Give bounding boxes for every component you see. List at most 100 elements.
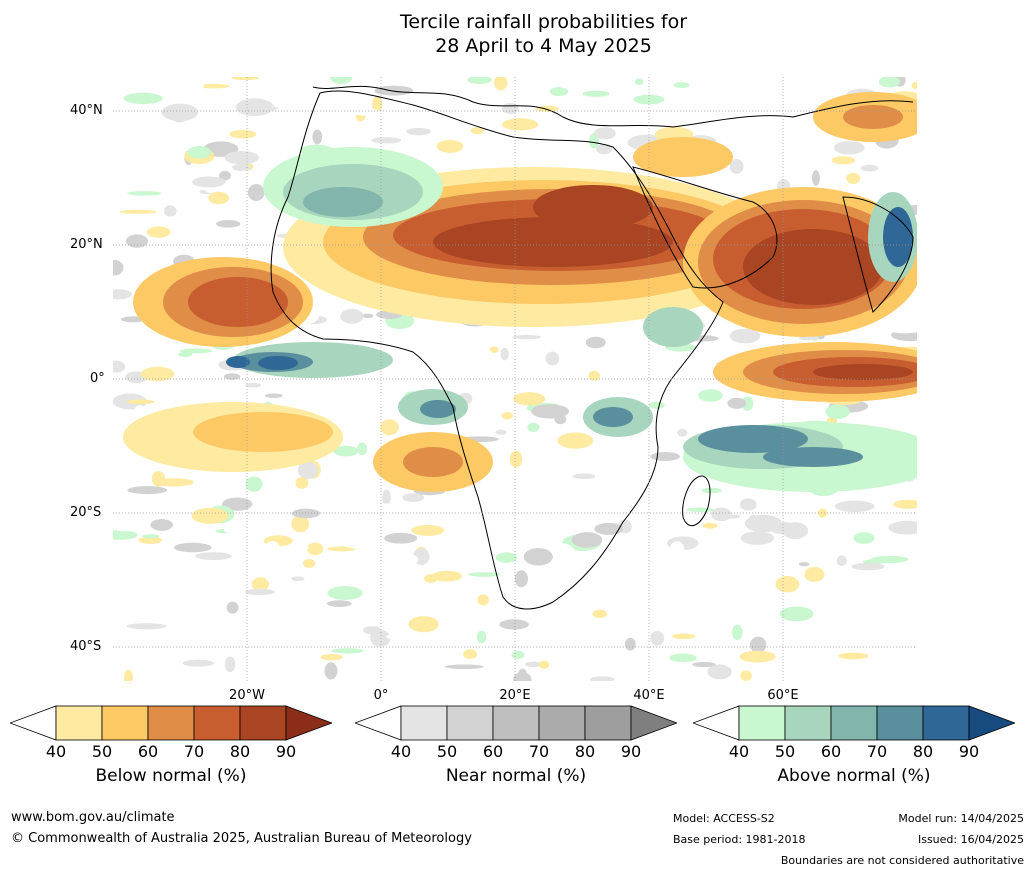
colorbar-tick-label: 60	[820, 742, 842, 761]
texture-blob	[372, 96, 383, 114]
texture-blob	[804, 566, 825, 582]
texture-blob	[190, 363, 212, 368]
texture-blob	[369, 626, 382, 637]
footer-copyright: © Commonwealth of Australia 2025, Austra…	[11, 831, 472, 846]
colorbar-tick-label: 80	[229, 742, 251, 761]
texture-blob	[113, 530, 138, 540]
texture-blob	[698, 389, 723, 402]
texture-blob	[633, 94, 665, 105]
texture-blob	[468, 668, 482, 681]
colorbar-swatch	[584, 705, 632, 741]
title-line-1: Tercile rainfall probabilities for	[399, 11, 688, 33]
texture-blob	[525, 661, 543, 668]
texture-blob	[467, 572, 501, 577]
texture-blob	[113, 360, 126, 373]
colorbar-swatch	[968, 705, 1015, 741]
colorbar-swatch	[285, 705, 332, 741]
texture-blob	[650, 452, 680, 461]
colorbar-tick-label: 70	[866, 742, 888, 761]
colorbar-label-below: Below normal (%)	[95, 766, 247, 786]
texture-blob	[436, 139, 464, 153]
texture-blob	[330, 77, 353, 85]
texture-blob	[303, 558, 316, 568]
texture-blob	[514, 570, 528, 588]
texture-blob	[163, 205, 177, 217]
texture-blob	[327, 600, 352, 607]
colorbar-above-normal	[693, 705, 1015, 741]
texture-blob	[216, 220, 241, 228]
lon-label-60e: 60°E	[767, 688, 799, 703]
texture-blob	[219, 170, 231, 181]
texture-blob	[527, 422, 540, 432]
colorbar-below-normal	[10, 705, 332, 741]
texture-blob	[798, 562, 810, 567]
texture-blob	[196, 84, 230, 89]
texture-blob	[740, 670, 752, 681]
texture-blob	[513, 672, 532, 681]
texture-blob	[501, 412, 514, 420]
texture-blob	[597, 628, 611, 641]
texture-blob	[501, 103, 519, 114]
texture-blob	[467, 77, 492, 84]
texture-blob	[531, 404, 569, 419]
texture-blob	[191, 367, 221, 379]
texture-blob	[669, 541, 685, 559]
footer-model: Model: ACCESS-S2	[673, 812, 775, 825]
texture-blob	[624, 637, 636, 651]
texture-blob	[264, 541, 281, 558]
europe-coastline	[312, 85, 914, 128]
texture-blob	[231, 77, 260, 81]
texture-blob	[340, 532, 376, 549]
texture-blob	[291, 515, 310, 533]
colorbar-tick-label: 50	[774, 742, 796, 761]
texture-blob	[673, 82, 690, 88]
texture-blob	[748, 514, 758, 528]
texture-blob	[333, 445, 359, 457]
texture-blob	[732, 624, 743, 641]
texture-blob	[222, 497, 253, 511]
texture-blob	[489, 346, 499, 354]
colorbar-tick-label: 50	[436, 742, 458, 761]
texture-blob	[178, 351, 193, 357]
texture-blob	[836, 555, 847, 566]
colorbar-swatch	[784, 705, 832, 741]
texture-blob	[497, 87, 524, 102]
texture-blob	[241, 105, 278, 112]
chart-title: Tercile rainfall probabilities for 28 Ap…	[0, 10, 1035, 58]
texture-blob	[851, 562, 885, 571]
texture-blob	[208, 191, 230, 205]
texture-blob	[264, 393, 283, 398]
lat-label-20n: 20°N	[70, 237, 103, 252]
texture-blob	[187, 146, 212, 159]
lat-label-40s: 40°S	[70, 639, 102, 654]
below-normal-sahel	[283, 167, 783, 327]
texture-blob	[834, 500, 875, 513]
colorbar-swatch	[193, 705, 241, 741]
texture-blob	[327, 586, 363, 600]
texture-blob	[244, 596, 265, 610]
texture-blob	[512, 334, 541, 340]
texture-blob	[817, 508, 828, 518]
texture-blob	[291, 576, 305, 581]
lon-label-0: 0°	[373, 688, 389, 703]
texture-blob	[494, 77, 508, 91]
texture-blob	[899, 571, 917, 585]
texture-blob	[650, 631, 665, 646]
africa-coastline	[270, 90, 724, 610]
colorbar-tick-label: 40	[45, 742, 67, 761]
texture-blob	[402, 493, 425, 502]
texture-blob	[588, 370, 600, 381]
colorbar-label-near: Near normal (%)	[445, 766, 587, 786]
texture-blob	[571, 532, 603, 548]
texture-blob	[488, 146, 497, 162]
colorbar-tick-label: 80	[574, 742, 596, 761]
footer-disclaimer: Boundaries are not considered authoritat…	[780, 854, 1024, 867]
colorbar-swatch	[355, 705, 402, 741]
title-line-2: 28 April to 4 May 2025	[435, 35, 652, 57]
footer-issued: Issued: 16/04/2025	[917, 833, 1024, 846]
colorbar-swatch	[630, 705, 677, 741]
texture-blob	[511, 650, 525, 660]
texture-blob	[463, 649, 478, 660]
texture-blob	[692, 661, 716, 668]
lat-label-40n: 40°N	[70, 103, 103, 118]
